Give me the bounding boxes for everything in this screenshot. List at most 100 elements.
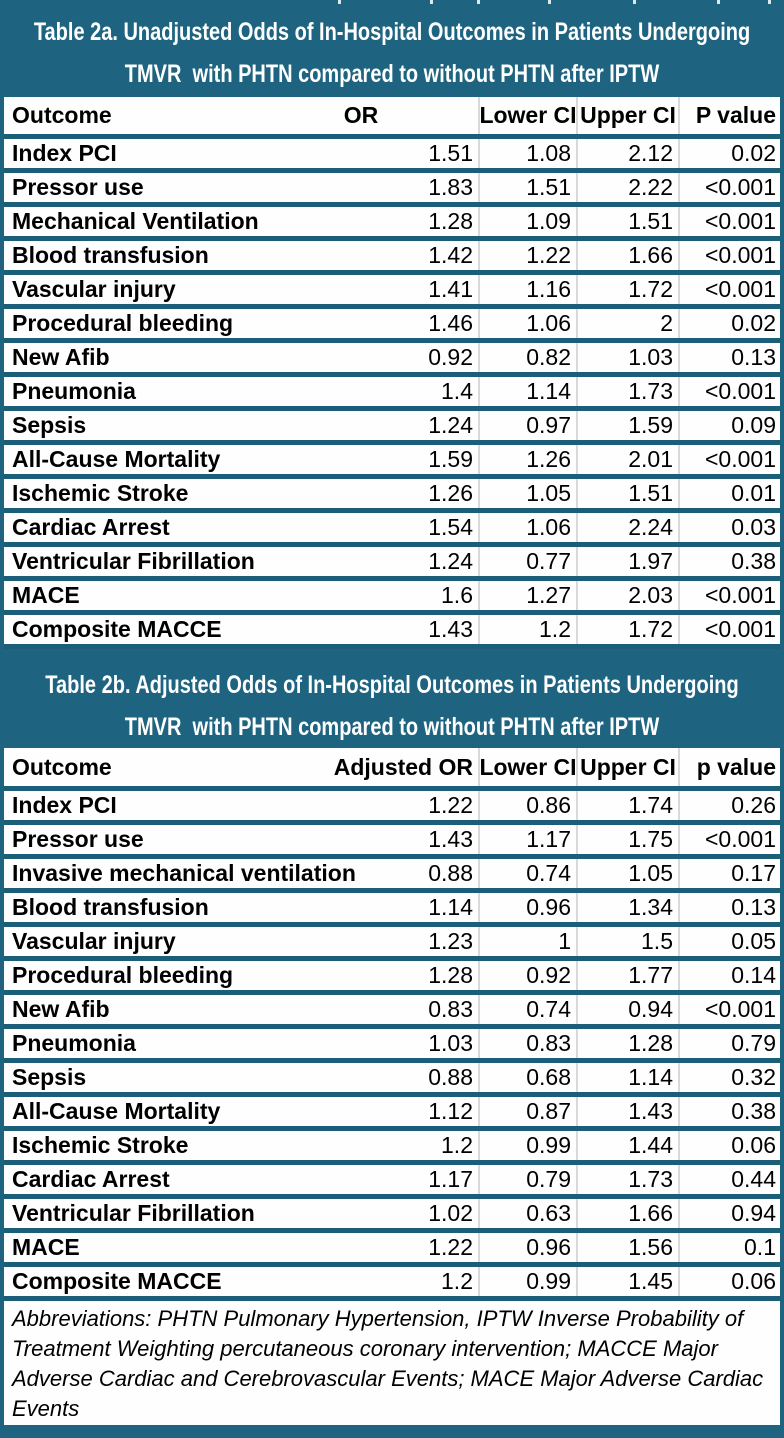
upper-ci-cell: 2.24 xyxy=(576,513,678,542)
outcome-cell: Blood transfusion xyxy=(12,242,209,268)
outcome-cell: Blood transfusion xyxy=(12,894,209,920)
lower-ci-cell: 0.77 xyxy=(478,547,576,576)
table-row: Blood transfusion 1.42 1.22 1.66 <0.001 xyxy=(4,241,780,275)
table-row: New Afib 0.92 0.82 1.03 0.13 xyxy=(4,343,780,377)
table-row: Composite MACCE 1.2 0.99 1.45 0.06 xyxy=(4,1267,780,1301)
column-header-outcome: Outcome xyxy=(12,102,112,128)
upper-ci-cell: 0.94 xyxy=(576,995,678,1024)
table-2a: Outcome OR Lower CI Upper CI P value Ind… xyxy=(0,97,784,649)
lower-ci-cell: 0.74 xyxy=(478,995,576,1024)
table-row: Composite MACCE 1.43 1.2 1.72 <0.001 xyxy=(4,615,780,649)
adjusted-or-cell: 1.23 xyxy=(428,928,473,954)
table-row: All-Cause Mortality 1.59 1.26 2.01 <0.00… xyxy=(4,445,780,479)
outcome-cell: New Afib xyxy=(12,344,110,370)
adjusted-or-cell: 1.22 xyxy=(428,1234,473,1260)
upper-ci-cell: 1.73 xyxy=(576,1165,678,1194)
p-value-cell: 0.94 xyxy=(678,1199,780,1228)
p-value-cell: 0.13 xyxy=(678,893,780,922)
table-2b-title-line-1: Table 2b. Adjusted Odds of In-Hospital O… xyxy=(45,671,739,699)
outcome-cell: Invasive mechanical ventilation xyxy=(12,860,356,886)
p-value-cell: 0.26 xyxy=(678,791,780,820)
adjusted-or-cell: 1.22 xyxy=(428,792,473,818)
adjusted-or-cell: 1.2 xyxy=(441,1268,473,1294)
top-edge-tick xyxy=(717,0,720,4)
table-row: Vascular injury 1.23 1 1.5 0.05 xyxy=(4,927,780,961)
upper-ci-cell: 1.5 xyxy=(576,927,678,956)
table-row: Pressor use 1.83 1.51 2.22 <0.001 xyxy=(4,173,780,207)
adjusted-or-cell: 1.17 xyxy=(428,1166,473,1192)
outcome-cell: Sepsis xyxy=(12,412,87,438)
or-cell: 0.92 xyxy=(428,344,473,370)
lower-ci-cell: 1.06 xyxy=(478,309,576,338)
table-row: MACE 1.6 1.27 2.03 <0.001 xyxy=(4,581,780,615)
table-2a-header-row: Outcome OR Lower CI Upper CI P value xyxy=(4,97,780,139)
top-edge-tick xyxy=(338,0,341,4)
upper-ci-cell: 1.75 xyxy=(576,825,678,854)
lower-ci-cell: 1.17 xyxy=(478,825,576,854)
column-header-outcome: Outcome xyxy=(12,753,112,780)
upper-ci-cell: 1.66 xyxy=(576,1199,678,1228)
adjusted-or-cell: 1.03 xyxy=(428,1030,473,1056)
outcome-cell: Procedural bleeding xyxy=(12,310,234,336)
table-row: New Afib 0.83 0.74 0.94 <0.001 xyxy=(4,995,780,1029)
or-cell: 1.6 xyxy=(441,582,473,608)
column-header-adjusted-or: Adjusted OR xyxy=(333,753,473,780)
or-cell: 1.26 xyxy=(428,480,473,506)
table-row: Cardiac Arrest 1.54 1.06 2.24 0.03 xyxy=(4,513,780,547)
lower-ci-cell: 1.06 xyxy=(478,513,576,542)
lower-ci-cell: 1 xyxy=(478,927,576,956)
table-row: Mechanical Ventilation 1.28 1.09 1.51 <0… xyxy=(4,207,780,241)
or-cell: 1.51 xyxy=(428,140,473,166)
p-value-cell: 0.13 xyxy=(678,343,780,372)
lower-ci-cell: 0.82 xyxy=(478,343,576,372)
table-row: Cardiac Arrest 1.17 0.79 1.73 0.44 xyxy=(4,1165,780,1199)
outcome-cell: All-Cause Mortality xyxy=(12,1098,221,1124)
adjusted-or-cell: 0.83 xyxy=(428,996,473,1022)
upper-ci-cell: 1.45 xyxy=(576,1267,678,1296)
table-row: Index PCI 1.22 0.86 1.74 0.26 xyxy=(4,791,780,825)
outcome-cell: Composite MACCE xyxy=(12,1268,222,1294)
top-edge-tick xyxy=(548,0,551,4)
lower-ci-cell: 0.68 xyxy=(478,1063,576,1092)
upper-ci-cell: 1.73 xyxy=(576,377,678,406)
lower-ci-cell: 1.05 xyxy=(478,479,576,508)
table-row: MACE 1.22 0.96 1.56 0.1 xyxy=(4,1233,780,1267)
upper-ci-cell: 1.51 xyxy=(576,207,678,236)
column-header-upper-ci: Upper CI xyxy=(576,97,678,134)
p-value-cell: <0.001 xyxy=(678,241,780,270)
upper-ci-cell: 1.43 xyxy=(576,1097,678,1126)
outcome-cell: Mechanical Ventilation xyxy=(12,208,259,234)
lower-ci-cell: 0.87 xyxy=(478,1097,576,1126)
p-value-cell: <0.001 xyxy=(678,995,780,1024)
outcome-cell: Sepsis xyxy=(12,1064,87,1090)
adjusted-or-cell: 1.43 xyxy=(428,826,473,852)
outcome-cell: All-Cause Mortality xyxy=(12,446,221,472)
lower-ci-cell: 0.96 xyxy=(478,1233,576,1262)
adjusted-or-cell: 1.02 xyxy=(428,1200,473,1226)
lower-ci-cell: 0.74 xyxy=(478,859,576,888)
p-value-cell: 0.38 xyxy=(678,547,780,576)
table-row: Ventricular Fibrillation 1.24 0.77 1.97 … xyxy=(4,547,780,581)
upper-ci-cell: 1.34 xyxy=(576,893,678,922)
or-cell: 1.54 xyxy=(428,514,473,540)
p-value-cell: 0.02 xyxy=(678,309,780,338)
table-2a-title-line-1: Table 2a. Unadjusted Odds of In-Hospital… xyxy=(33,18,751,46)
p-value-cell: <0.001 xyxy=(678,173,780,202)
column-header-lower-ci: Lower CI xyxy=(478,97,577,134)
outcome-cell: Vascular injury xyxy=(12,928,176,954)
lower-ci-cell: 0.83 xyxy=(478,1029,576,1058)
outcome-cell: Index PCI xyxy=(12,792,117,818)
table-2a-title-band: Table 2a. Unadjusted Odds of In-Hospital… xyxy=(0,0,784,97)
upper-ci-cell: 1.05 xyxy=(576,859,678,888)
upper-ci-cell: 1.59 xyxy=(576,411,678,440)
footnote-line: Treatment Weighting percutaneous coronar… xyxy=(12,1336,718,1361)
table-row: Blood transfusion 1.14 0.96 1.34 0.13 xyxy=(4,893,780,927)
upper-ci-cell: 1.72 xyxy=(576,275,678,304)
table-row: Procedural bleeding 1.28 0.92 1.77 0.14 xyxy=(4,961,780,995)
p-value-cell: 0.06 xyxy=(678,1267,780,1296)
table-row: Index PCI 1.51 1.08 2.12 0.02 xyxy=(4,139,780,173)
or-cell: 1.43 xyxy=(428,616,473,642)
table-row: Ventricular Fibrillation 1.02 0.63 1.66 … xyxy=(4,1199,780,1233)
outcome-cell: Procedural bleeding xyxy=(12,962,234,988)
upper-ci-cell: 2.22 xyxy=(576,173,678,202)
